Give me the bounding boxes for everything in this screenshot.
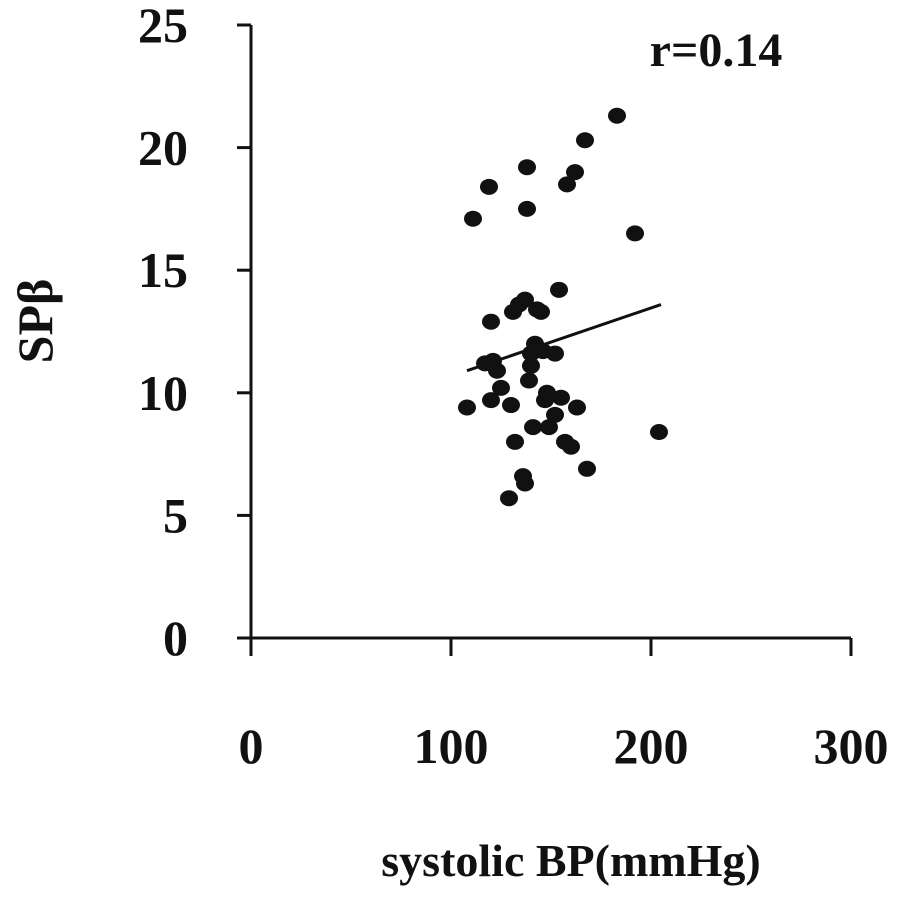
axes (249, 25, 851, 640)
scatter-point (464, 210, 482, 227)
y-axis-title: SPβ (7, 279, 63, 364)
scatter-point (546, 406, 564, 423)
scatter-point (524, 419, 542, 436)
y-tick-label: 5 (163, 487, 188, 543)
tick-marks (237, 23, 853, 656)
scatter-point (482, 313, 500, 330)
scatter-point (506, 433, 524, 450)
scatter-point (576, 132, 594, 149)
y-tick-label: 0 (163, 610, 188, 666)
scatter-point (518, 159, 536, 176)
scatter-point (516, 291, 534, 308)
scatter-point (608, 107, 626, 124)
scatter-point (482, 392, 500, 409)
scatter-point (458, 399, 476, 416)
tick-labels: 0 5 10 15 20 25 0 100 200 300 (138, 0, 889, 774)
x-axis-title: systolic BP(mmHg) (381, 835, 760, 886)
scatter-point (546, 345, 564, 362)
scatter-point (488, 362, 506, 379)
scatter-point (516, 475, 534, 492)
y-tick-label: 15 (138, 242, 188, 298)
scatter-point (500, 490, 518, 507)
scatter-point (650, 424, 668, 441)
scatter-point (502, 397, 520, 414)
scatter-point (480, 178, 498, 195)
y-tick-label: 20 (138, 120, 188, 176)
scatter-point (492, 379, 510, 396)
x-tick-label: 300 (814, 718, 889, 774)
scatter-point (566, 164, 584, 181)
y-tick-label: 25 (138, 0, 188, 53)
scatter-point (518, 200, 536, 217)
scatter-point (558, 176, 576, 193)
scatter-point (562, 438, 580, 455)
scatter-point (550, 281, 568, 298)
scatter-point (538, 384, 556, 401)
scatter-point (520, 372, 538, 389)
x-tick-label: 100 (414, 718, 489, 774)
scatter-point (578, 460, 596, 477)
scatter-point (568, 399, 586, 416)
scatter-point (540, 419, 558, 436)
scatter-point (522, 357, 540, 374)
scatter-point (532, 303, 550, 320)
scatter-point (552, 389, 570, 406)
correlation-annotation: r=0.14 (650, 24, 783, 77)
x-tick-label: 0 (239, 718, 264, 774)
x-tick-label: 200 (614, 718, 689, 774)
y-tick-label: 10 (138, 365, 188, 421)
data-points (458, 107, 668, 507)
scatter-point (626, 225, 644, 242)
